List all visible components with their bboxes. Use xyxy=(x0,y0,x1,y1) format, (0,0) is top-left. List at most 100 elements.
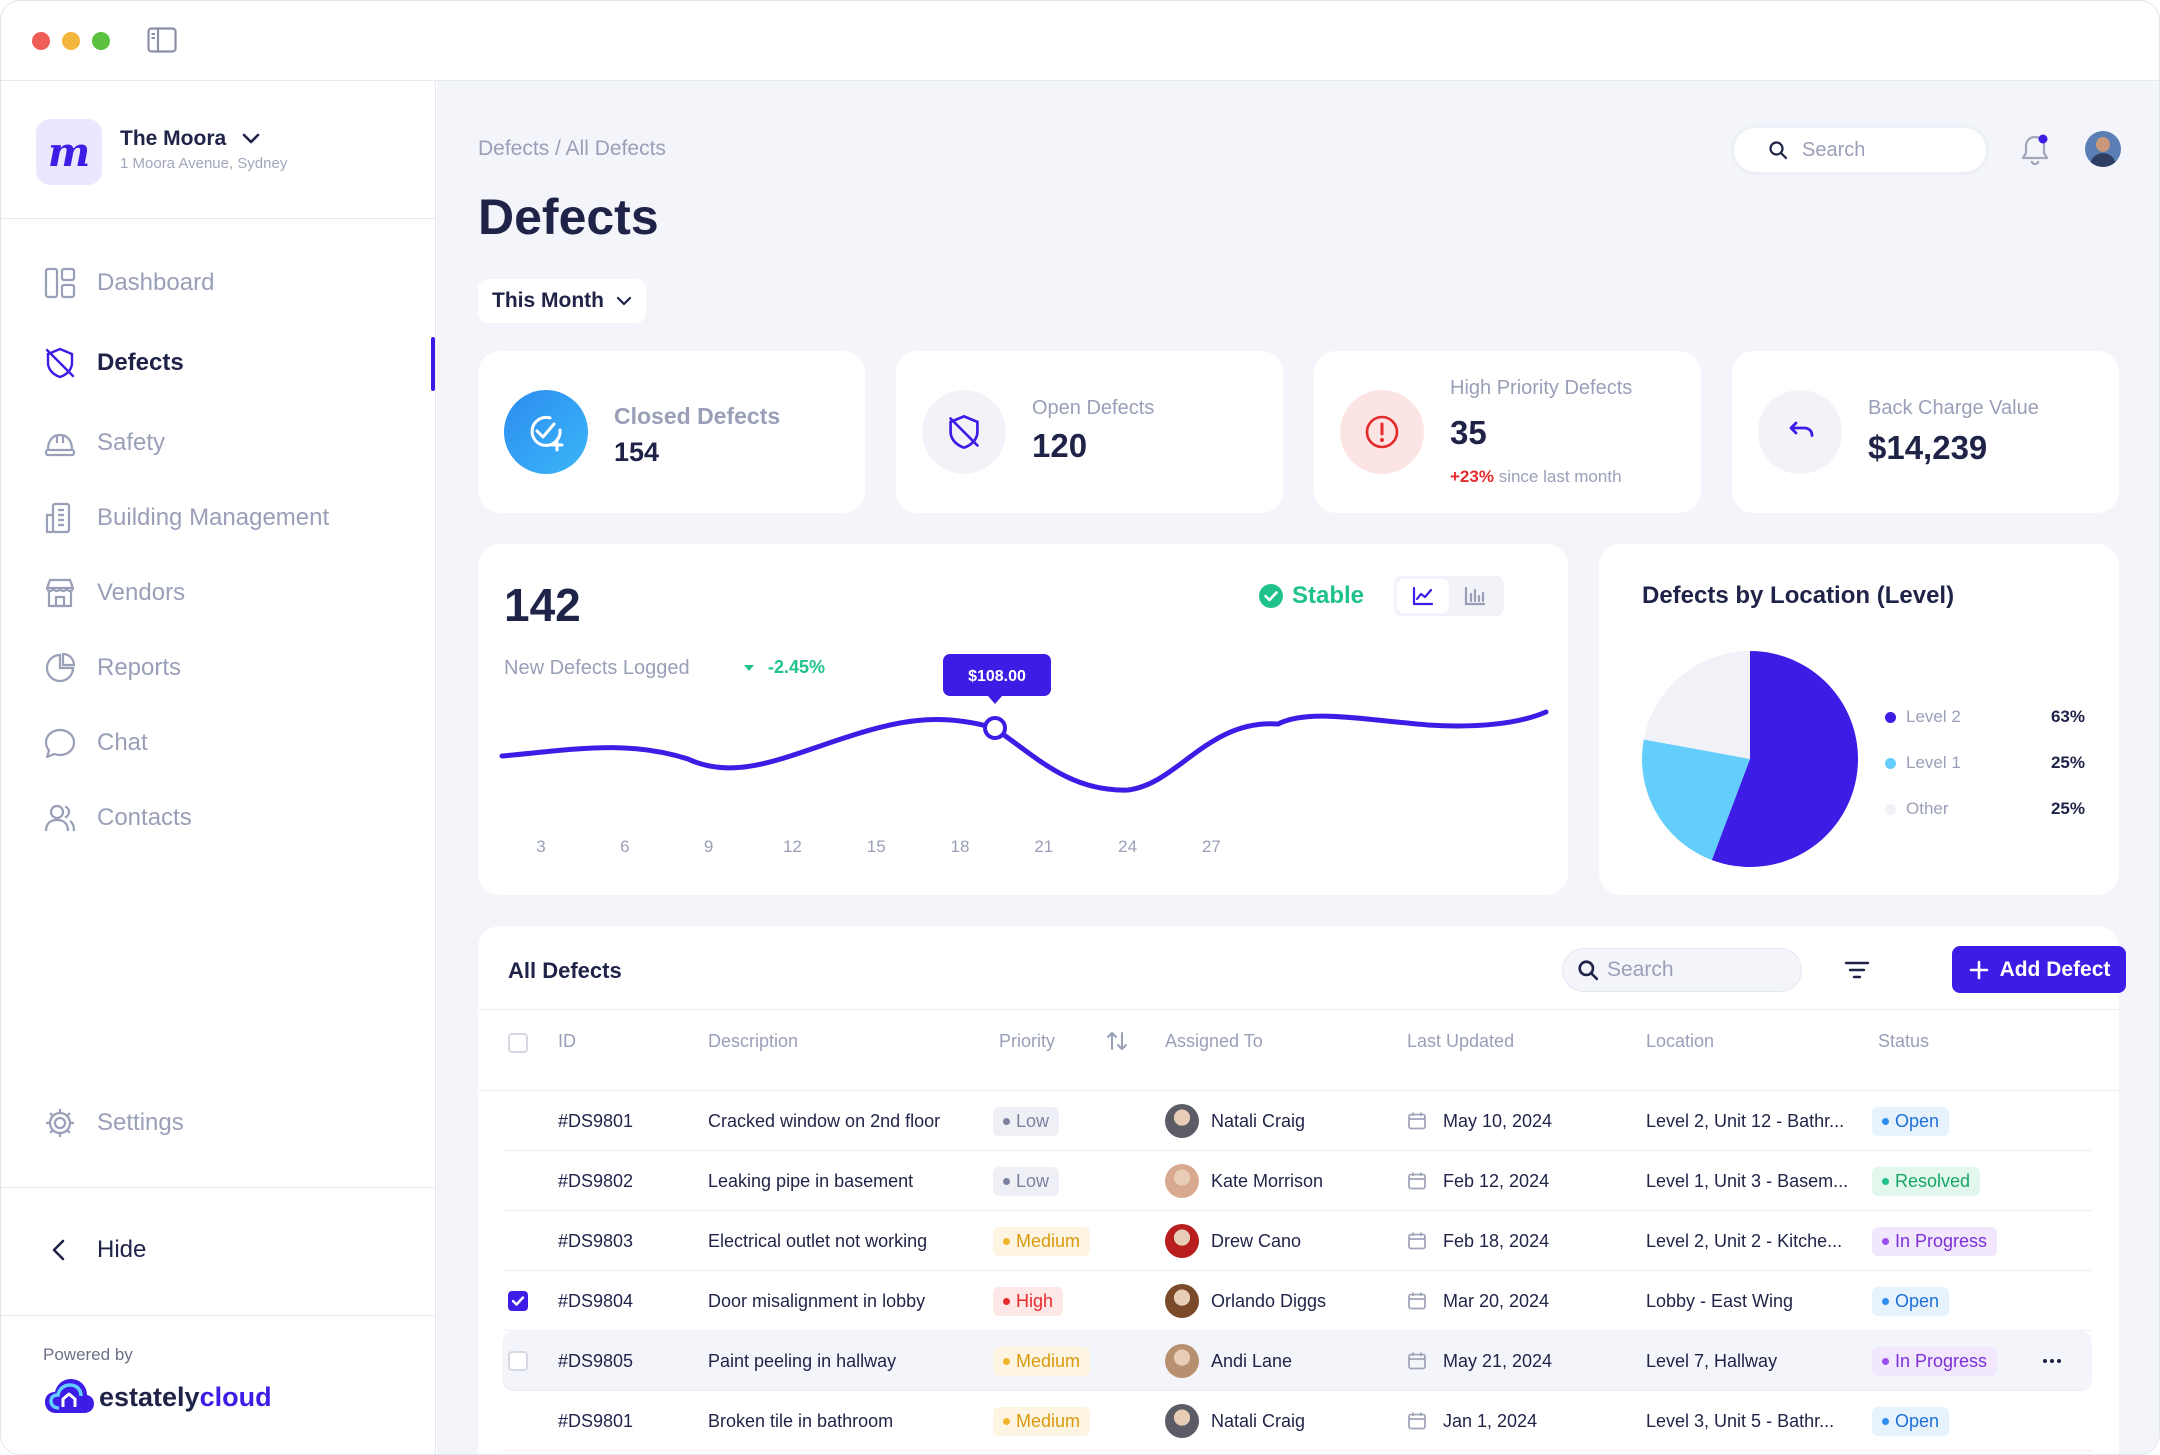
global-search-input[interactable]: Search xyxy=(1731,125,1989,175)
active-indicator xyxy=(431,337,435,391)
assignee-cell: Natali Craig xyxy=(1165,1391,1305,1451)
sidebar-item-label: Contacts xyxy=(97,804,192,831)
legend-item-level-2[interactable]: Level 2 63% xyxy=(1885,705,2085,729)
sidebar-item-safety[interactable]: Safety xyxy=(43,423,165,463)
cloud-logo-icon xyxy=(45,1379,94,1413)
chat-icon xyxy=(44,728,76,759)
high-priority-label: High Priority Defects xyxy=(1450,377,1633,399)
trend-change-value: -2.45% xyxy=(768,657,826,677)
calendar-icon xyxy=(1408,1112,1426,1130)
table-row[interactable]: #DS9801 Cracked window on 2nd floor Low Nat… xyxy=(502,1091,2092,1151)
column-header-status[interactable]: Status xyxy=(1878,1031,1930,1051)
estatelycloud-logo: estately cloud xyxy=(43,1375,272,1419)
priority-badge: Medium xyxy=(993,1346,1091,1376)
property-address: 1 Moora Avenue, Sydney xyxy=(120,155,288,172)
defect-id: #DS9801 xyxy=(558,1410,634,1431)
column-header-location[interactable]: Location xyxy=(1646,1031,1715,1051)
breadcrumb[interactable]: Defects / All Defects xyxy=(478,137,666,160)
sidebar-item-contacts[interactable]: Contacts xyxy=(43,798,192,838)
row-checkbox[interactable] xyxy=(508,1351,528,1371)
calendar-icon xyxy=(1408,1352,1426,1370)
table-row[interactable]: #DS9805 Paint peeling in hallway Medium And… xyxy=(502,1331,2092,1391)
close-window-button[interactable] xyxy=(32,32,50,50)
minimize-window-button[interactable] xyxy=(62,32,80,50)
closed-defects-label: Closed Defects xyxy=(614,403,781,429)
pie-chart-title: Defects by Location (Level) xyxy=(1642,582,1955,609)
x-tick-label: 15 xyxy=(867,837,886,856)
stable-status: Stable xyxy=(1258,582,1364,610)
hide-sidebar-button[interactable]: Hide xyxy=(43,1230,146,1270)
legend-label: Level 2 xyxy=(1906,707,1961,726)
table-row[interactable]: #DS9801 Broken tile in bathroom Medium Nata… xyxy=(502,1391,2092,1451)
column-header-description[interactable]: Description xyxy=(708,1031,799,1051)
legend-item-level-1[interactable]: Level 1 25% xyxy=(1885,751,2085,775)
status-label: Open xyxy=(1895,1110,1940,1131)
search-placeholder: Search xyxy=(1802,138,1866,161)
table-row[interactable]: #DS9802 Leaking pipe in basement Low Kate M… xyxy=(502,1151,2092,1211)
sidebar-item-defects[interactable]: Defects xyxy=(43,343,184,383)
table-row[interactable]: #DS9803 Electrical outlet not working Medi… xyxy=(502,1211,2092,1271)
legend-value: 63% xyxy=(2050,707,2085,726)
sidebar-item-settings[interactable]: Settings xyxy=(43,1103,184,1143)
assignee-cell: Natali Craig xyxy=(1165,1091,1305,1151)
assignee-name: Drew Cano xyxy=(1211,1230,1302,1251)
assignee-name: Kate Morrison xyxy=(1211,1170,1324,1191)
column-header-last-updated[interactable]: Last Updated xyxy=(1407,1031,1515,1051)
legend-swatch xyxy=(1885,711,1896,723)
x-tick-label: 12 xyxy=(783,837,802,856)
sidebar-item-reports[interactable]: Reports xyxy=(43,648,181,688)
sidebar-item-building-management[interactable]: Building Management xyxy=(43,498,329,538)
defect-description: Broken tile in bathroom xyxy=(708,1410,894,1431)
date-value: Mar 20, 2024 xyxy=(1443,1290,1550,1311)
column-header-assigned-to[interactable]: Assigned To xyxy=(1165,1031,1263,1051)
legend-item-other[interactable]: Other 25% xyxy=(1885,797,2085,821)
more-horizontal-icon[interactable] xyxy=(2042,1358,2062,1364)
legend-label: Level 1 xyxy=(1906,753,1961,772)
closed-defects-value: 154 xyxy=(614,437,660,467)
date-value: Jan 1, 2024 xyxy=(1443,1410,1538,1431)
table-row[interactable]: #DS9804 Door misalignment in lobby High Orl… xyxy=(502,1271,2092,1331)
defect-id: #DS9803 xyxy=(558,1230,634,1251)
add-defect-button[interactable]: Add Defect xyxy=(1952,946,2126,993)
priority-badge: Low xyxy=(993,1166,1060,1196)
avatar xyxy=(1165,1104,1199,1138)
row-actions[interactable] xyxy=(2042,1331,2062,1391)
column-header-id[interactable]: ID xyxy=(558,1031,576,1051)
assignee-cell: Andi Lane xyxy=(1165,1331,1292,1391)
x-tick-label: 21 xyxy=(1034,837,1053,856)
sidebar-item-label: Reports xyxy=(97,654,182,681)
sidebar-toggle-icon[interactable] xyxy=(147,27,177,53)
sidebar-item-vendors[interactable]: Vendors xyxy=(43,573,185,613)
trend-series-line xyxy=(499,709,1549,793)
avatar xyxy=(1165,1164,1199,1198)
search-icon xyxy=(1578,960,1599,981)
period-dropdown[interactable]: This Month xyxy=(478,279,646,323)
caret-down-icon xyxy=(744,664,754,671)
trend-point-marker[interactable] xyxy=(983,716,1007,740)
sidebar-item-chat[interactable]: Chat xyxy=(43,723,148,763)
select-all-checkbox[interactable] xyxy=(508,1033,528,1053)
column-header-priority[interactable]: Priority xyxy=(999,1031,1056,1051)
pie-slice-level-2[interactable] xyxy=(1711,651,1858,867)
user-avatar[interactable] xyxy=(2085,131,2121,167)
line-chart-toggle[interactable] xyxy=(1397,579,1449,613)
filter-icon[interactable] xyxy=(1843,958,1871,982)
sidebar: m The Moora 1 Moora Avenue, Sydney Dashb… xyxy=(1,81,436,1454)
property-switcher[interactable]: m The Moora 1 Moora Avenue, Sydney xyxy=(1,81,436,219)
calendar-icon xyxy=(1408,1172,1426,1190)
status-cell: Open xyxy=(1872,1091,1950,1151)
sidebar-item-label: Chat xyxy=(97,729,148,756)
maximize-window-button[interactable] xyxy=(92,32,110,50)
open-defects-value: 120 xyxy=(1032,427,1088,464)
pie-slice-level-1[interactable] xyxy=(1642,739,1750,861)
bar-chart-toggle[interactable] xyxy=(1449,579,1501,613)
status-badge: Open xyxy=(1872,1106,1950,1136)
table-search-input[interactable]: Search xyxy=(1562,948,1802,992)
defect-description: Cracked window on 2nd floor xyxy=(708,1110,941,1131)
brand-text-a: estately xyxy=(99,1381,200,1412)
closed-defects-card: Closed Defects 154 xyxy=(478,351,865,513)
sidebar-item-dashboard[interactable]: Dashboard xyxy=(43,263,214,303)
sort-icon[interactable] xyxy=(1105,1029,1129,1053)
row-checkbox[interactable] xyxy=(508,1291,528,1311)
bell-icon[interactable] xyxy=(2019,133,2051,167)
